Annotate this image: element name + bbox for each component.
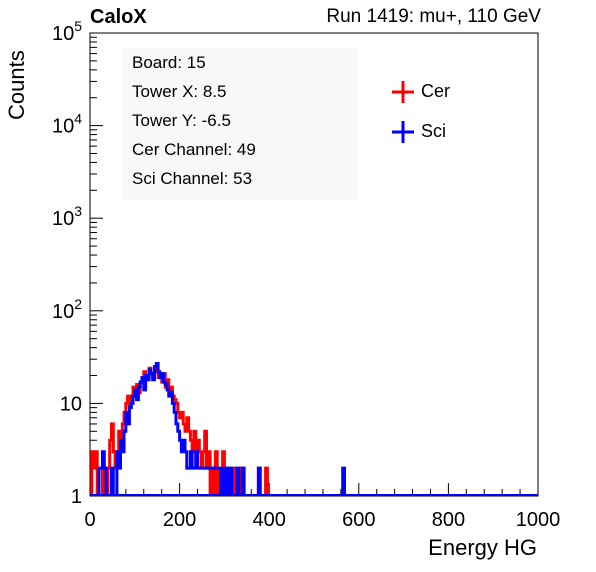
series-line-sci [97, 362, 346, 496]
tower-x-label: Tower X: 8.5 [132, 82, 227, 101]
x-tick-label: 800 [432, 509, 465, 531]
legend-sci-marker [392, 121, 414, 143]
y-tick-label: 1 [71, 486, 82, 508]
y-tick-label: 104 [52, 111, 82, 138]
legend: Cer Sci [388, 78, 478, 148]
x-axis-label: Energy HG [428, 535, 537, 560]
x-tick-label: 600 [342, 509, 375, 531]
x-tick-label: 200 [163, 509, 196, 531]
y-axis-label: Counts [4, 50, 29, 120]
x-tick-label: 0 [84, 509, 95, 531]
run-label: Run 1419: mu+, 110 GeV [326, 6, 541, 27]
series-layer [90, 362, 538, 496]
x-tick-label: 400 [253, 509, 286, 531]
y-tick-label: 105 [52, 18, 82, 45]
legend-sci-label: Sci [421, 121, 447, 141]
board-label: Board: 15 [132, 53, 206, 72]
y-tick-label: 10 [60, 393, 82, 415]
legend-cer-label: Cer [421, 81, 451, 101]
legend-cer-marker [392, 81, 414, 103]
tower-y-label: Tower Y: -6.5 [132, 111, 231, 130]
channel-info-box: Board: 15 Tower X: 8.5 Tower Y: -6.5 Cer… [122, 48, 358, 200]
cer-channel-label: Cer Channel: 49 [132, 140, 256, 159]
experiment-label: CaloX [90, 6, 147, 28]
y-tick-label: 103 [52, 203, 82, 230]
x-tick-label: 1000 [516, 509, 561, 531]
series-sci [90, 362, 538, 496]
sci-channel-label: Sci Channel: 53 [132, 169, 253, 188]
y-tick-label: 102 [52, 296, 82, 323]
series-cer [90, 366, 538, 496]
axis-tick-labels: 0 200 400 600 800 1000 1 10 102 103 104 105 [52, 18, 560, 531]
legend-markers [392, 81, 414, 143]
